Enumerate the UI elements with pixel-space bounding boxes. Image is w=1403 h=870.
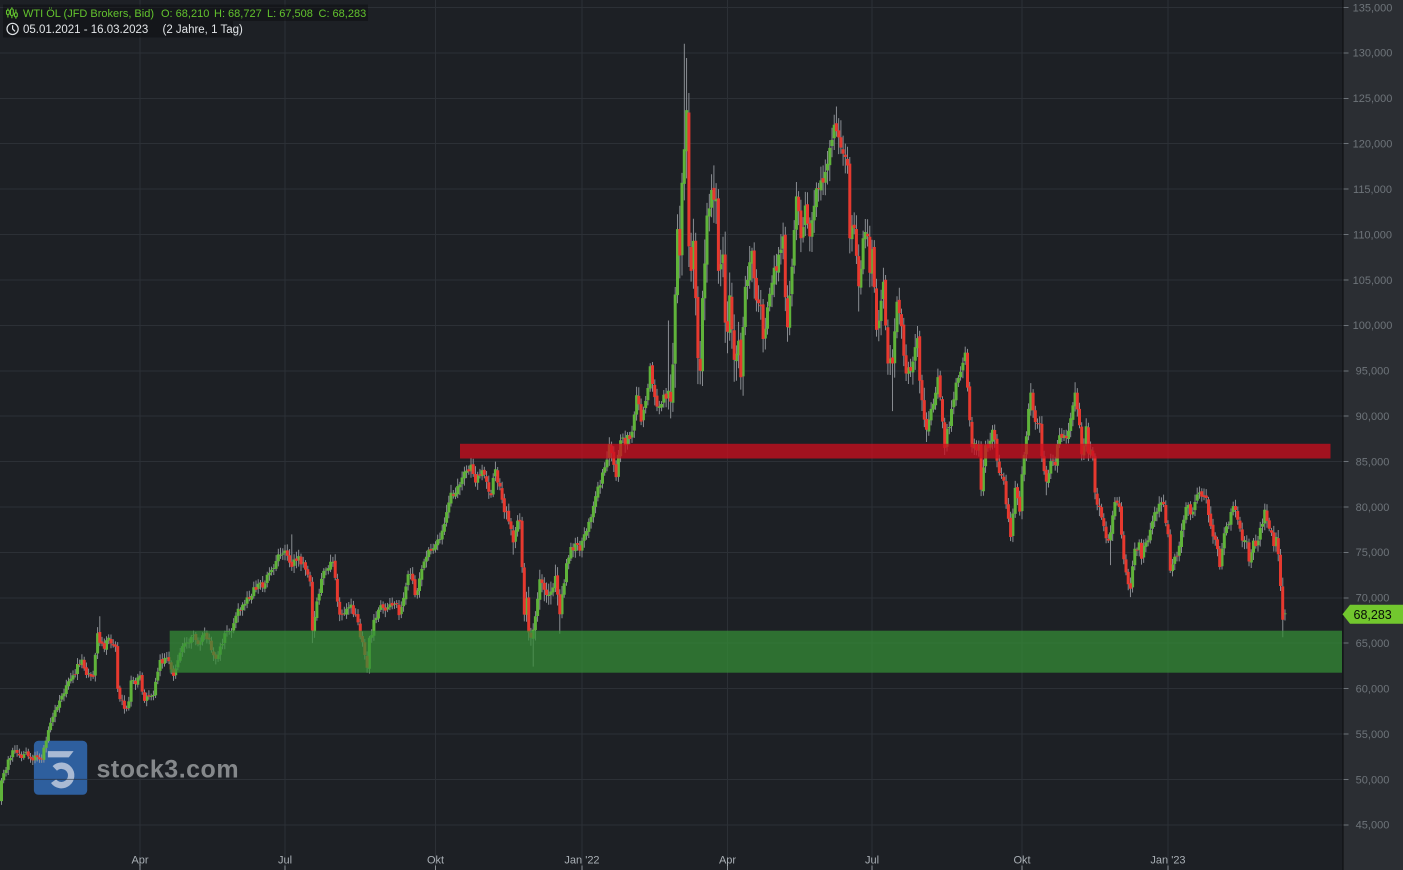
svg-text:85,000: 85,000 [1356,456,1390,468]
svg-text:135,000: 135,000 [1353,2,1393,14]
svg-text:Apr: Apr [719,855,736,867]
svg-text:L: 67,508: L: 67,508 [267,8,313,20]
svg-text:Jan '22: Jan '22 [564,855,599,867]
svg-text:60,000: 60,000 [1356,684,1390,696]
svg-text:105,000: 105,000 [1353,275,1393,287]
svg-text:Jul: Jul [865,855,879,867]
svg-text:68,283: 68,283 [1354,608,1392,622]
svg-text:115,000: 115,000 [1353,184,1392,196]
svg-text:45,000: 45,000 [1356,820,1390,832]
svg-text:95,000: 95,000 [1356,366,1390,378]
svg-text:50,000: 50,000 [1356,774,1390,786]
svg-text:55,000: 55,000 [1356,729,1390,741]
svg-text:Jul: Jul [278,855,292,867]
svg-text:100,000: 100,000 [1353,320,1393,332]
svg-text:stock3.com: stock3.com [97,756,240,784]
svg-text:C: 68,283: C: 68,283 [319,8,367,20]
svg-text:H: 68,727: H: 68,727 [214,8,262,20]
svg-text:90,000: 90,000 [1356,411,1390,423]
svg-text:80,000: 80,000 [1356,502,1390,514]
svg-text:75,000: 75,000 [1356,547,1390,559]
svg-text:O: 68,210: O: 68,210 [161,8,209,20]
svg-text:WTI ÖL (JFD Brokers, Bid): WTI ÖL (JFD Brokers, Bid) [23,8,154,20]
svg-text:Jan '23: Jan '23 [1150,855,1185,867]
svg-text:05.01.2021 - 16.03.2023: 05.01.2021 - 16.03.2023 [23,24,148,36]
svg-text:65,000: 65,000 [1356,638,1390,650]
svg-text:Apr: Apr [131,855,148,867]
svg-text:125,000: 125,000 [1353,93,1393,105]
svg-text:120,000: 120,000 [1353,139,1393,151]
svg-text:130,000: 130,000 [1353,48,1393,60]
svg-text:70,000: 70,000 [1356,593,1390,605]
svg-text:Okt: Okt [1013,855,1030,867]
svg-text:Okt: Okt [427,855,444,867]
svg-text:110,000: 110,000 [1353,229,1392,241]
svg-text:(2 Jahre, 1 Tag): (2 Jahre, 1 Tag) [163,24,244,36]
